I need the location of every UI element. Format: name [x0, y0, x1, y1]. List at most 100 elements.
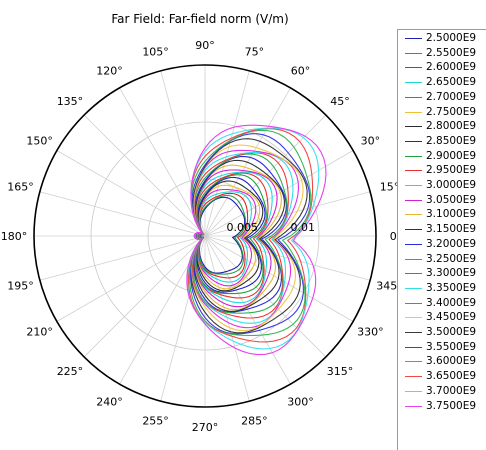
angle-tick-label: 45°: [330, 95, 350, 108]
legend-swatch: [405, 96, 422, 98]
legend-label: 3.5500E9: [426, 340, 477, 353]
legend-label: 3.3500E9: [426, 281, 477, 294]
legend-swatch: [405, 126, 422, 128]
legend-item: 3.5500E9: [398, 341, 486, 355]
legend-label: 2.7500E9: [426, 105, 477, 118]
angle-tick-label: 150°: [26, 135, 53, 148]
angular-grid-line: [204, 235, 250, 402]
polar-plot: 0° 15° 30° 45° 60° 75° 90° 105° 120° 135° 150° 165°…: [1, 39, 400, 434]
legend-swatch: [405, 376, 422, 378]
legend-swatch: [405, 52, 422, 54]
angular-grid-line: [119, 87, 206, 237]
angle-tick-label: 240°: [96, 395, 123, 408]
legend-label: 3.7000E9: [426, 384, 477, 397]
legend-label: 3.4500E9: [426, 311, 477, 324]
angular-grid-line: [204, 70, 250, 237]
angle-tick-label: 180°: [1, 230, 28, 243]
legend-swatch: [405, 82, 422, 84]
legend: 2.5000E9 2.5500E9 2.6000E9 2.6500E9 2.7000E9…: [397, 29, 486, 450]
legend-label: 2.6000E9: [426, 61, 477, 74]
legend-swatch: [405, 332, 422, 333]
legend-swatch: [405, 287, 422, 289]
angle-tick-label: 165°: [7, 181, 34, 194]
angle-tick-label: 0°: [390, 230, 400, 243]
legend-label: 3.6500E9: [426, 370, 477, 383]
chart-title: Far Field: Far-field norm (V/m): [111, 12, 289, 26]
legend-item: 3.0500E9: [398, 194, 486, 208]
legend-swatch: [405, 170, 422, 172]
angle-tick-label: 210°: [26, 326, 53, 339]
legend-label: 3.6000E9: [426, 355, 477, 368]
outer-circle: [33, 64, 377, 408]
angle-tick-label: 255°: [142, 414, 169, 427]
angular-grid-line: [56, 235, 206, 322]
angular-grid-line: [204, 235, 354, 322]
legend-swatch: [405, 155, 422, 157]
angle-tick-label: 75°: [245, 46, 265, 59]
legend-label: 3.1500E9: [426, 223, 477, 236]
legend-item: 3.1500E9: [398, 223, 486, 237]
angular-grid-line: [204, 235, 291, 385]
legend-label: 2.9500E9: [426, 164, 477, 177]
angular-grid-line: [204, 150, 354, 237]
legend-label: 3.7500E9: [426, 399, 477, 412]
legend-label: 2.5000E9: [426, 32, 477, 44]
angle-tick-label: 30°: [361, 135, 381, 148]
angle-tick-label: 270°: [192, 421, 219, 434]
legend-item: 2.6500E9: [398, 76, 486, 90]
legend-label: 3.3000E9: [426, 267, 477, 280]
legend-item: 3.7000E9: [398, 385, 486, 399]
angle-tick-label: 90°: [195, 39, 215, 52]
legend-item: 3.5000E9: [398, 326, 486, 340]
angular-grid-line: [83, 114, 206, 237]
legend-swatch: [405, 243, 422, 245]
legend-label: 3.4000E9: [426, 296, 477, 309]
series-line: [186, 124, 327, 356]
angle-tick-label: 300°: [287, 395, 314, 408]
legend-item: 2.9500E9: [398, 164, 486, 178]
legend-label: 2.5500E9: [426, 46, 477, 59]
legend-label: 3.2500E9: [426, 252, 477, 265]
legend-item: 3.3000E9: [398, 267, 486, 281]
series-layer: [186, 124, 327, 356]
radial-tick-labels: 0.005 0.01: [227, 221, 316, 234]
legend-item: 3.4000E9: [398, 297, 486, 311]
legend-item: 2.9000E9: [398, 150, 486, 164]
legend-label: 3.1000E9: [426, 208, 477, 221]
legend-item: 2.5000E9: [398, 32, 486, 46]
angular-grid-line: [39, 191, 206, 237]
legend-item: 2.7000E9: [398, 91, 486, 105]
angular-grid-line: [83, 235, 206, 358]
legend-swatch: [405, 214, 422, 216]
angle-tick-label: 330°: [357, 326, 384, 339]
legend-item: 2.8000E9: [398, 120, 486, 134]
legend-label: 3.2000E9: [426, 237, 477, 250]
legend-item: 2.5500E9: [398, 47, 486, 61]
angular-grid-line: [56, 150, 206, 237]
legend-label: 2.6500E9: [426, 76, 477, 89]
legend-swatch: [405, 390, 422, 392]
angular-grid-line: [204, 235, 371, 281]
legend-item: 3.2500E9: [398, 253, 486, 267]
angle-tick-label: 105°: [142, 46, 169, 59]
legend-swatch: [405, 67, 422, 69]
legend-swatch: [405, 199, 422, 201]
angle-tick-label: 135°: [57, 95, 84, 108]
legend-item: 2.8500E9: [398, 135, 486, 149]
legend-swatch: [405, 111, 422, 113]
angle-tick-label: 345°: [376, 279, 400, 292]
legend-item: 3.7500E9: [398, 400, 486, 414]
radial-tick-label: 0.01: [291, 221, 316, 234]
legend-item: 3.0000E9: [398, 179, 486, 193]
legend-item: 3.6000E9: [398, 355, 486, 369]
radial-tick-label: 0.005: [227, 221, 259, 234]
legend-item: 3.6500E9: [398, 370, 486, 384]
legend-swatch: [405, 258, 422, 260]
legend-item: 2.7500E9: [398, 106, 486, 120]
legend-swatch: [405, 361, 422, 363]
legend-item: 2.6000E9: [398, 61, 486, 75]
angle-tick-label: 285°: [241, 414, 268, 427]
legend-swatch: [405, 229, 422, 231]
legend-item: 3.4500E9: [398, 311, 486, 325]
legend-label: 2.9000E9: [426, 149, 477, 162]
